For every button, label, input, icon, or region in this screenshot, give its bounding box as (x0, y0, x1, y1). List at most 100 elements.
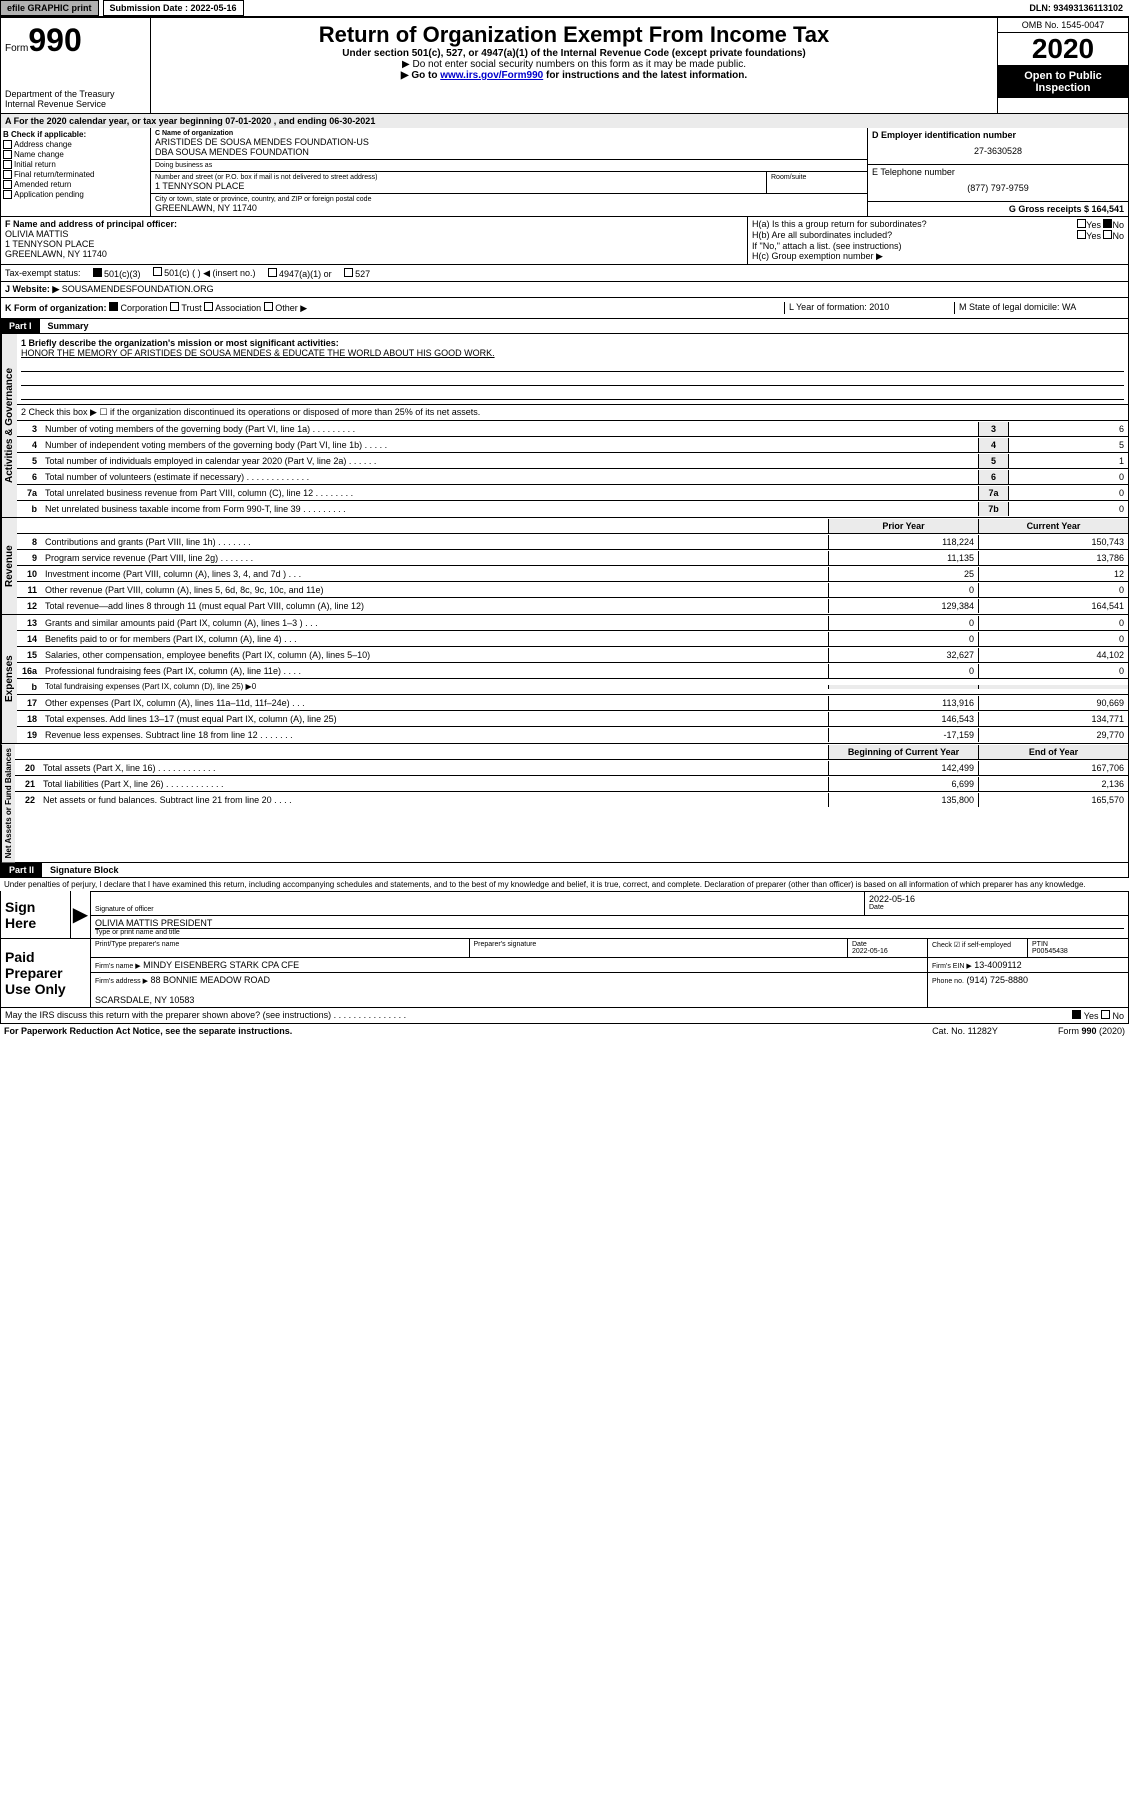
form-header: Form990 Department of the Treasury Inter… (0, 17, 1129, 114)
line-2: 2 Check this box ▶ ☐ if the organization… (17, 407, 1128, 418)
line-12-prior: 129,384 (828, 599, 978, 613)
checkbox-amended[interactable] (3, 180, 12, 189)
line-16a-curr: 0 (978, 664, 1128, 678)
top-bar: efile GRAPHIC print Submission Date : 20… (0, 0, 1129, 17)
prep-name-label: Print/Type preparer's name (91, 939, 470, 957)
line-7a-val: 0 (1008, 486, 1128, 500)
state-domicile: M State of legal domicile: WA (954, 302, 1124, 314)
line-7b-val: 0 (1008, 502, 1128, 516)
part1-header: Part I Summary (0, 319, 1129, 334)
line-10-prior: 25 (828, 567, 978, 581)
line-11-prior: 0 (828, 583, 978, 597)
org-name-label: C Name of organization (155, 130, 863, 137)
efile-button[interactable]: efile GRAPHIC print (0, 0, 99, 16)
mission-label: 1 Briefly describe the organization's mi… (21, 338, 1124, 348)
line-19-prior: -17,159 (828, 728, 978, 742)
checkbox-ha-yes[interactable] (1077, 219, 1086, 228)
city-label: City or town, state or province, country… (155, 196, 863, 203)
phone-label: E Telephone number (872, 167, 1124, 177)
form-number: 990 (28, 22, 81, 58)
firm-phone: (914) 725-8880 (966, 975, 1028, 985)
prep-sig-label: Preparer's signature (470, 939, 849, 957)
firm-name: MINDY EISENBERG STARK CPA CFE (143, 960, 299, 970)
line-17-prior: 113,916 (828, 696, 978, 710)
form-footer: Form 990 (2020) (1058, 1026, 1125, 1036)
line-18-curr: 134,771 (978, 712, 1128, 726)
instruction-1: ▶ Do not enter social security numbers o… (155, 59, 993, 70)
line-21-curr: 2,136 (978, 777, 1128, 791)
checkbox-final[interactable] (3, 170, 12, 179)
checkbox-pending[interactable] (3, 190, 12, 199)
line-16a-prior: 0 (828, 664, 978, 678)
checkbox-discuss-no[interactable] (1101, 1010, 1110, 1019)
cat-no: Cat. No. 11282Y (932, 1026, 998, 1036)
gov-label: Activities & Governance (1, 334, 17, 517)
website-label: J Website: ▶ (5, 284, 59, 294)
line-14-curr: 0 (978, 632, 1128, 646)
part2-header: Part II Signature Block (0, 863, 1129, 878)
line-11-curr: 0 (978, 583, 1128, 597)
checkbox-trust[interactable] (170, 302, 179, 311)
type-name-label: Type or print name and title (95, 928, 1124, 936)
checkbox-hb-yes[interactable] (1077, 230, 1086, 239)
line-20-curr: 167,706 (978, 761, 1128, 775)
hb-label: H(b) Are all subordinates included? (752, 230, 892, 241)
address: 1 TENNYSON PLACE (155, 181, 762, 191)
tax-exempt-label: Tax-exempt status: (5, 268, 81, 278)
submission-date: Submission Date : 2022-05-16 (103, 0, 244, 16)
checkbox-501c[interactable] (153, 267, 162, 276)
line-21-prior: 6,699 (828, 777, 978, 791)
net-assets-section: Net Assets or Fund Balances Beginning of… (0, 744, 1129, 863)
checkbox-4947[interactable] (268, 268, 277, 277)
checkbox-other[interactable] (264, 302, 273, 311)
paid-prep-label: Paid Preparer Use Only (1, 939, 91, 1007)
gross-receipts: G Gross receipts $ 164,541 (1009, 204, 1124, 214)
checkbox-corp[interactable] (109, 302, 118, 311)
check-self: Check ☑ if self-employed (928, 939, 1028, 957)
line-15-curr: 44,102 (978, 648, 1128, 662)
revenue-section: Revenue Prior YearCurrent Year 8Contribu… (0, 518, 1129, 615)
org-name: ARISTIDES DE SOUSA MENDES FOUNDATION-US … (155, 137, 863, 157)
checkbox-501c3[interactable] (93, 268, 102, 277)
checkbox-527[interactable] (344, 268, 353, 277)
checkbox-initial[interactable] (3, 160, 12, 169)
line-3-val: 6 (1008, 422, 1128, 436)
checkbox-address[interactable] (3, 140, 12, 149)
line-14-prior: 0 (828, 632, 978, 646)
addr-label: Number and street (or P.O. box if mail i… (155, 174, 762, 181)
sign-here-section: Sign Here ▶ Signature of officer 2022-05… (0, 891, 1129, 939)
ptin: P00545438 (1032, 948, 1124, 955)
paperwork-notice: For Paperwork Reduction Act Notice, see … (4, 1026, 932, 1036)
line-12-curr: 164,541 (978, 599, 1128, 613)
form-label: Form (5, 43, 28, 54)
dept-treasury: Department of the Treasury Internal Reve… (5, 89, 146, 109)
line-13-curr: 0 (978, 616, 1128, 630)
irs-link[interactable]: www.irs.gov/Form990 (440, 70, 543, 81)
omb-number: OMB No. 1545-0047 (998, 18, 1128, 33)
ein: 27-3630528 (872, 140, 1124, 162)
line-10-curr: 12 (978, 567, 1128, 581)
prep-date: Date 2022-05-16 (848, 939, 928, 957)
checkbox-name[interactable] (3, 150, 12, 159)
inspection-notice: Open to Public Inspection (998, 66, 1128, 98)
line-22-prior: 135,800 (828, 793, 978, 807)
check-applicable: B Check if applicable: Address change Na… (1, 128, 151, 216)
officer: OLIVIA MATTIS 1 TENNYSON PLACE GREENLAWN… (5, 229, 743, 259)
expenses-section: Expenses 13Grants and similar amounts pa… (0, 615, 1129, 744)
line-9-curr: 13,786 (978, 551, 1128, 565)
instruction-2: ▶ Go to www.irs.gov/Form990 for instruct… (155, 70, 993, 81)
officer-name: OLIVIA MATTIS PRESIDENT (95, 918, 1124, 928)
checkbox-assoc[interactable] (204, 302, 213, 311)
suite-label: Room/suite (767, 172, 867, 193)
website: SOUSAMENDESFOUNDATION.ORG (62, 284, 214, 294)
h-note: If "No," attach a list. (see instruction… (752, 241, 1124, 251)
line-5-val: 1 (1008, 454, 1128, 468)
governance-section: Activities & Governance 1 Briefly descri… (0, 334, 1129, 518)
line-20-prior: 142,499 (828, 761, 978, 775)
line-19-curr: 29,770 (978, 728, 1128, 742)
checkbox-discuss-yes[interactable] (1072, 1010, 1081, 1019)
sign-here-label: Sign Here (1, 891, 71, 938)
line-17-curr: 90,669 (978, 696, 1128, 710)
line-8-prior: 118,224 (828, 535, 978, 549)
line-4-val: 5 (1008, 438, 1128, 452)
